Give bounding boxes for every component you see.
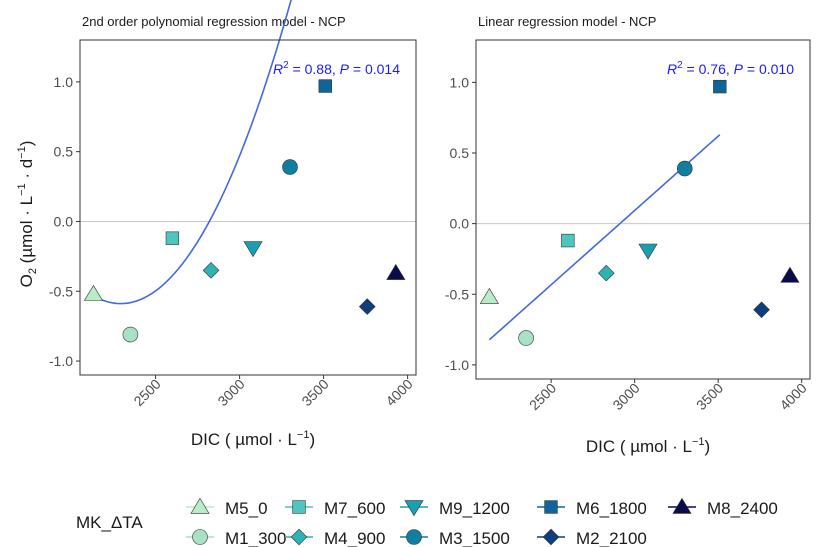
legend-item-m8-2400: M8_2400 xyxy=(668,497,778,518)
panel-1-title: 2nd order polynomial regression model - … xyxy=(82,14,346,29)
panel-1-point-m3-1500 xyxy=(282,159,298,175)
legend-item-m3-1500: M3_1500 xyxy=(400,529,510,547)
y-axis-label: O2 (µmol · L−1 · d−1) xyxy=(16,141,39,288)
panel-2-y-tick-label: 1.0 xyxy=(450,74,470,90)
panel-2-x-tick-label: 3000 xyxy=(609,380,642,413)
panel-1-point-m7-600 xyxy=(165,231,180,245)
panel-1-point-m6-1800 xyxy=(318,79,332,93)
legend-item-m4-900-marker xyxy=(290,528,308,546)
panel-2-point-m1-300 xyxy=(518,330,534,346)
panel-2-title: Linear regression model - NCP xyxy=(478,14,656,29)
legend-item-m2-2100-label: M2_2100 xyxy=(576,529,647,547)
legend-item-m9-1200: M9_1200 xyxy=(400,499,510,518)
panel-1-x-tick-label: 3000 xyxy=(214,376,247,409)
panel-2-x-tick-label: 3500 xyxy=(693,380,726,413)
panel-2-point-m4-900 xyxy=(597,264,615,282)
panel-2-y-tick-label: 0.0 xyxy=(450,216,470,232)
legend-item-m1-300-marker xyxy=(192,529,208,545)
panel-1-point-m1-300 xyxy=(122,326,139,343)
legend-item-m7-600-label: M7_600 xyxy=(324,499,385,518)
legend-item-m6-1800-label: M6_1800 xyxy=(576,499,647,518)
legend-item-m7-600: M7_600 xyxy=(285,499,385,518)
legend-item-m7-600-marker xyxy=(292,500,306,514)
legend-item-m5-0-marker xyxy=(190,497,210,514)
legend-title: MK_ΔTA xyxy=(76,513,143,532)
panel-2-fit-annotation: R2 = 0.76, P = 0.010 xyxy=(667,60,794,77)
legend: M5_0 M1_300 M7_600 M4_900 M9_1200 M3_1500 M6_1… xyxy=(186,497,778,547)
panel-2-plot: -1.0 -0.5 0.0 0.5 1.0 2500 3000 3500 4000 R2 = 0.… xyxy=(445,39,811,413)
panel-1-point-m4-900 xyxy=(202,262,220,279)
panel-2-frame xyxy=(475,39,811,380)
panel-1-x-tick-label: 3500 xyxy=(298,376,331,409)
legend-item-m8-2400-label: M8_2400 xyxy=(707,499,778,518)
panel-1-point-m9-1200 xyxy=(243,241,263,258)
legend-item-m1-300: M1_300 xyxy=(186,529,286,547)
legend-item-m5-0-label: M5_0 xyxy=(225,499,268,518)
panel-2-point-m3-1500 xyxy=(676,160,693,177)
legend-item-m8-2400-marker xyxy=(672,497,692,514)
panel-1-point-m8-2400 xyxy=(386,263,406,280)
panel-1-y-tick-label: -0.5 xyxy=(49,283,73,299)
panel-2-point-m8-2400 xyxy=(780,266,800,283)
legend-item-m4-900: M4_900 xyxy=(285,528,385,547)
legend-item-m3-1500-marker xyxy=(406,529,422,545)
panel-1-y-tick-label: 1.0 xyxy=(54,74,74,90)
panel-2-point-m5-0 xyxy=(479,287,499,304)
legend-item-m9-1200-marker xyxy=(404,500,424,517)
legend-item-m4-900-label: M4_900 xyxy=(324,529,385,547)
panel-1-x-tick-label: 4000 xyxy=(382,376,415,409)
legend-item-m6-1800: M6_1800 xyxy=(537,499,647,518)
panel-2-y-tick-label: 0.5 xyxy=(450,145,470,161)
legend-item-m1-300-label: M1_300 xyxy=(225,529,286,547)
panel-2-x-tick-label: 2500 xyxy=(526,380,559,413)
panel-2-y-tick-label: -0.5 xyxy=(445,286,469,302)
legend-item-m9-1200-label: M9_1200 xyxy=(439,499,510,518)
legend-item-m2-2100-marker xyxy=(542,528,560,546)
panel-1-point-m2-2100 xyxy=(358,298,376,315)
panel-1-fit-annotation: R2 = 0.88, P = 0.014 xyxy=(273,60,400,77)
panel-1-point-m5-0 xyxy=(83,284,104,301)
legend-item-m2-2100: M2_2100 xyxy=(537,528,647,547)
panel-1-plot: -1.0 -0.5 0.0 0.5 1.0 2500 3000 3500 4000 R2 = 0.… xyxy=(49,0,417,409)
panel-1-x-tick-label: 2500 xyxy=(130,376,163,409)
panel-1-x-axis-label: DIC ( µmol · L−1) xyxy=(191,429,315,449)
legend-item-m5-0: M5_0 xyxy=(186,497,268,518)
panel-1-frame xyxy=(79,39,417,376)
panel-1-y-tick-label: -1.0 xyxy=(49,353,73,369)
panel-1-y-tick-label: 0.0 xyxy=(54,213,74,229)
panel-1-y-tick-label: 0.5 xyxy=(54,144,74,160)
panel-2-point-m6-1800 xyxy=(713,79,727,94)
legend-item-m3-1500-label: M3_1500 xyxy=(439,529,510,547)
panel-2-x-axis-label: DIC ( µmol · L−1) xyxy=(586,436,710,456)
panel-2-y-tick-label: -1.0 xyxy=(445,357,469,373)
panel-2-point-m9-1200 xyxy=(638,243,658,260)
panel-1-fit-line xyxy=(93,0,292,305)
legend-item-m6-1800-marker xyxy=(544,500,558,514)
panel-2-point-m7-600 xyxy=(561,233,575,248)
panel-2-x-tick-label: 4000 xyxy=(776,380,809,413)
panel-2-point-m2-2100 xyxy=(753,301,770,319)
